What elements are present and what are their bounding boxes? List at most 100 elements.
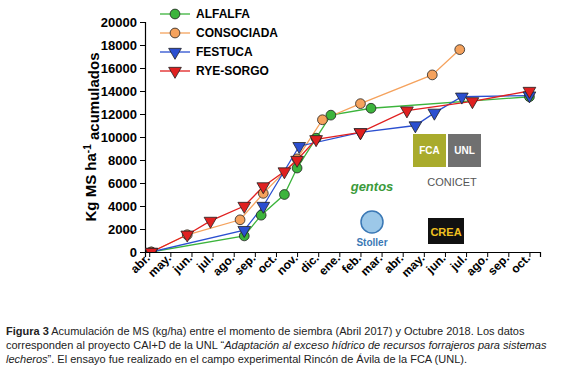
x-tick: sep.	[232, 251, 259, 278]
x-tick-mark	[529, 252, 530, 257]
x-tick-label: dic.	[297, 251, 322, 276]
y-tick-label: 20000	[101, 15, 137, 30]
y-tick: 18000	[101, 38, 145, 53]
y-tick-mark	[140, 68, 145, 69]
legend-label: CONSOCIADA	[196, 26, 278, 40]
caption-text: ”. El ensayo fue realizado en el campo e…	[48, 353, 467, 365]
series-marker	[455, 45, 465, 55]
series-marker	[257, 183, 270, 194]
x-tick-mark	[276, 252, 277, 257]
series-marker	[238, 226, 251, 237]
x-tick-label: ago.	[210, 251, 237, 278]
series-line	[151, 96, 529, 252]
y-tick-label: 10000	[101, 130, 137, 145]
y-tick-mark	[140, 91, 145, 92]
series-marker	[280, 190, 290, 200]
logo-text: CREA	[430, 226, 461, 238]
series-marker	[181, 231, 194, 242]
x-tick: jun.	[169, 251, 195, 277]
x-tick-mark	[445, 252, 446, 257]
series-marker	[278, 168, 291, 179]
series-marker	[428, 109, 441, 120]
series-marker	[293, 143, 306, 154]
x-tick-mark	[360, 252, 361, 257]
x-tick-mark	[339, 252, 340, 257]
y-tick-label: 8000	[108, 153, 137, 168]
logo-text: gentos	[350, 179, 394, 194]
x-tick-label: nov.	[274, 251, 301, 278]
caption: Figura 3 Acumulación de MS (kg/ha) entre…	[6, 324, 572, 366]
series-marker	[356, 99, 366, 109]
y-tick-label: 14000	[101, 84, 137, 99]
x-tick-label: jun.	[169, 251, 195, 277]
series-marker	[401, 107, 414, 118]
x-tick-mark	[255, 252, 256, 257]
x-tick-mark	[403, 252, 404, 257]
series-marker	[466, 98, 479, 109]
logo-box	[413, 134, 446, 167]
series-marker	[523, 87, 536, 98]
x-tick-label: sep.	[485, 251, 512, 278]
x-tick-mark	[234, 252, 235, 257]
series-marker	[366, 103, 376, 113]
logo-text: UNL	[454, 145, 475, 156]
logo-text: FCA	[419, 145, 440, 156]
legend-marker	[170, 28, 180, 38]
series-marker	[354, 129, 367, 140]
series-marker	[354, 129, 367, 140]
x-tick-mark	[466, 252, 467, 257]
x-tick-label: jun.	[423, 251, 449, 277]
y-tick: 10000	[101, 130, 145, 145]
series-marker	[291, 156, 304, 167]
x-tick-mark	[508, 252, 509, 257]
logo-icon	[361, 211, 383, 233]
x-tick: jun.	[423, 251, 449, 277]
y-axis-line	[140, 23, 146, 253]
x-tick: mar.	[358, 251, 385, 278]
x-tick-label: mar.	[358, 251, 385, 278]
y-tick-mark	[140, 160, 145, 161]
series-marker	[318, 115, 328, 125]
legend-marker	[170, 9, 180, 19]
y-tick: 14000	[101, 84, 145, 99]
series-marker	[204, 217, 217, 228]
x-tick: ene.	[316, 251, 343, 278]
y-tick: 12000	[101, 107, 145, 122]
x-tick-mark	[149, 252, 150, 257]
y-tick: 6000	[108, 176, 145, 191]
x-tick: oct.	[508, 251, 533, 276]
x-tick: nov.	[274, 251, 301, 278]
x-tick-mark	[318, 252, 319, 257]
series-marker	[310, 136, 323, 147]
x-tick: sep.	[485, 251, 512, 278]
x-tick-label: ago.	[463, 251, 490, 278]
y-axis-title-part: Kg MS ha	[82, 152, 99, 221]
legend-label: ALFALFA	[196, 7, 250, 21]
x-tick-label: ene.	[316, 251, 343, 278]
x-tick-mark	[424, 252, 425, 257]
x-tick-label: oct.	[508, 251, 533, 276]
legend-label: FESTUCA	[196, 45, 253, 59]
y-tick-mark	[140, 22, 145, 23]
x-axis: abr.may.jun.jul.ago.sep.oct.nov.dic.ene.…	[128, 251, 541, 280]
plot-area	[145, 45, 536, 252]
y-tick-mark	[140, 137, 145, 138]
y-axis: 0200040006000800010000120001400016000180…	[101, 15, 146, 260]
series-marker	[145, 248, 158, 252]
x-tick: oct.	[255, 251, 280, 276]
logo-box	[448, 134, 481, 167]
logos: FCAUNLgentosCONICETStollerCREA	[350, 134, 481, 248]
x-tick-label: oct.	[255, 251, 280, 276]
series-line	[151, 91, 529, 252]
y-tick: 8000	[108, 153, 145, 168]
legend-marker	[169, 48, 182, 59]
y-tick: 0	[130, 245, 145, 260]
series-marker	[145, 248, 158, 252]
x-tick-mark	[382, 252, 383, 257]
x-tick: ago.	[463, 251, 490, 278]
x-tick-mark	[170, 252, 171, 257]
y-tick: 2000	[108, 222, 145, 237]
x-tick-label: sep.	[232, 251, 259, 278]
series-marker	[409, 122, 422, 133]
chart: abr.may.jun.jul.ago.sep.oct.nov.dic.ene.…	[0, 0, 578, 320]
